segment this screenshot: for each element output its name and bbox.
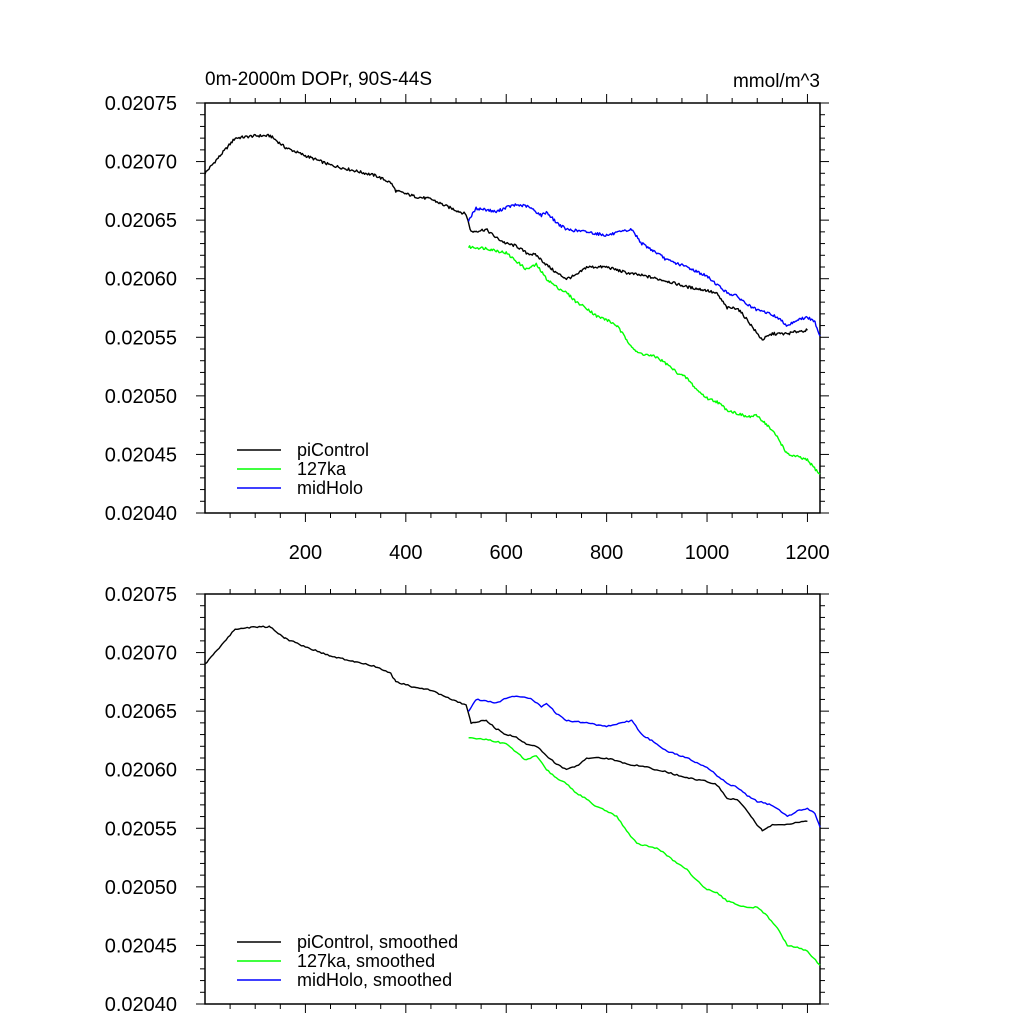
bottom-y-tick-label: 0.02075 [105,584,177,606]
top-y-tick-label: 0.02050 [105,386,177,408]
top-chart-units: mmol/m^3 [733,71,820,92]
top-x-tick-label: 200 [289,542,322,564]
top-y-tick-label: 0.02070 [105,152,177,174]
bottom-legend-label-picontrol: piControl, smoothed [297,932,458,952]
top-x-tick-label: 800 [590,542,623,564]
top-legend-label-midholo: midHolo [297,478,363,498]
bottom-chart: 0.02040 0.02045 0.02050 0.02055 0.02060 0.020… [105,584,829,1016]
top-chart-title: 0m-2000m DOPr, 90S-44S [205,69,432,90]
bottom-y-tick-label: 0.02060 [105,760,177,782]
top-y-tick-label: 0.02060 [105,269,177,291]
top-y-tick-label: 0.02040 [105,503,177,525]
top-chart-plot-area: 0.02040 0.02045 0.02050 0.02055 0.02060 0.020… [105,93,830,564]
top-legend-label-picontrol: piControl [297,440,369,460]
bottom-y-tick-label: 0.02045 [105,935,177,957]
bottom-y-tick-label: 0.02050 [105,877,177,899]
top-y-tick-label: 0.02065 [105,210,177,232]
bottom-y-tick-label: 0.02070 [105,643,177,665]
bottom-plot-frame [204,593,821,1005]
top-series-midholo-line [467,203,821,337]
top-series-127ka-line [467,245,821,475]
bottom-y-tick-label: 0.02055 [105,818,177,840]
bottom-y-tick-label: 0.02065 [105,701,177,723]
bottom-series-127ka-line [468,737,821,966]
top-chart: 0m-2000m DOPr, 90S-44S mmol/m^3 0.020400… [105,69,830,564]
top-y-tick-label: 0.02055 [105,327,177,349]
top-x-tick-label: 1200 [785,542,830,564]
top-y-tick-label: 0.02075 [105,93,177,115]
top-x-tick-label: 1000 [685,542,730,564]
top-series-picontrol-line [204,133,808,341]
top-plot-frame [204,102,821,514]
bottom-legend-label-127ka: 127ka, smoothed [297,951,435,971]
bottom-y-tick-label: 0.02040 [105,994,177,1016]
top-x-tick-label: 400 [389,542,422,564]
bottom-series-midholo-line [468,695,821,828]
bottom-series-picontrol-line [204,625,808,832]
top-legend-label-127ka: 127ka [297,459,347,479]
bottom-legend-label-midholo: midHolo, smoothed [297,970,452,990]
bottom-chart-plot-area: 0.02040 0.02045 0.02050 0.02055 0.02060 0.020… [105,584,829,1016]
top-y-tick-label: 0.02045 [105,444,177,466]
top-x-tick-label: 600 [490,542,523,564]
